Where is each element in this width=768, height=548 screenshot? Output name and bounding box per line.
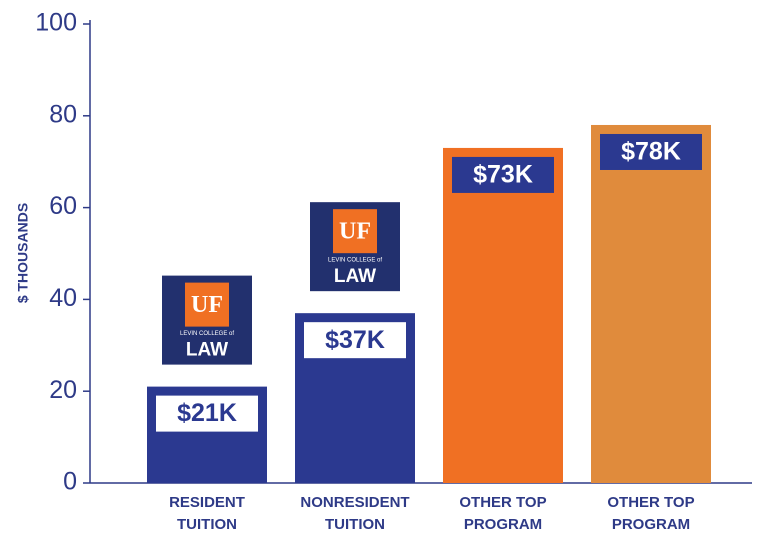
logo-line2: LAW (186, 340, 228, 361)
logo-line1: LEVIN COLLEGE of (180, 331, 234, 337)
bar (443, 147, 563, 483)
y-tick-label: 0 (63, 468, 77, 496)
value-label-box (452, 156, 554, 193)
logo-square (333, 209, 377, 254)
value-label: $37K (325, 326, 385, 354)
y-tick-label: 60 (49, 192, 77, 220)
x-tick-label: NONRESIDENT TUITION (300, 494, 410, 533)
value-label: $21K (177, 399, 237, 427)
logo-line1: LEVIN COLLEGE of (328, 258, 382, 264)
logo-line2: LAW (334, 266, 376, 287)
y-tick-label: 20 (49, 376, 77, 404)
y-tick-label: 100 (35, 9, 77, 37)
x-tick-label: RESIDENT TUITION (169, 494, 245, 533)
value-label: $73K (473, 161, 533, 189)
logo-mark: UF (191, 292, 223, 318)
value-label-box (304, 322, 406, 359)
value-label-box (156, 395, 258, 432)
y-tick-label: 40 (49, 284, 77, 312)
y-axis-label: $ THOUSANDS (15, 203, 31, 303)
value-label-box (600, 133, 702, 170)
logo-mark: UF (339, 219, 371, 245)
logo-square (185, 282, 229, 327)
bar (591, 124, 711, 483)
y-tick-label: 80 (49, 100, 77, 128)
x-tick-label: OTHER TOP PROGRAM (607, 494, 695, 533)
x-tick-label: OTHER TOP PROGRAM (459, 494, 547, 533)
value-label: $78K (621, 138, 681, 166)
